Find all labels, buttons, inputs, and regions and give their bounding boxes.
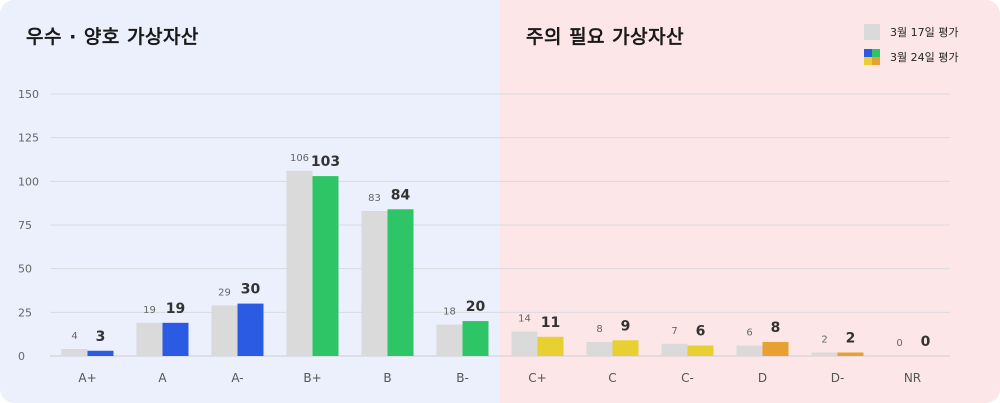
data-label-prev: 19: [143, 305, 156, 316]
legend-item-prev: 3월 17일 평가: [864, 24, 958, 40]
x-tick-label: C-: [681, 371, 694, 385]
bar-curr: [87, 350, 114, 356]
data-label-prev: 4: [71, 331, 77, 342]
x-tick-label: A+: [78, 371, 96, 385]
data-label-curr: 30: [241, 282, 261, 298]
data-label-curr: 9: [621, 318, 631, 334]
x-tick-label: D-: [831, 371, 845, 385]
caution-zone-background: [500, 0, 1000, 403]
bar-curr: [237, 303, 264, 356]
bar-prev: [211, 305, 238, 356]
bar-curr: [762, 342, 789, 356]
x-tick-label: B-: [456, 371, 469, 385]
bar-curr: [612, 340, 639, 356]
y-tick-label: 0: [18, 350, 25, 363]
data-label-prev: 29: [218, 287, 231, 298]
bar-curr: [162, 322, 189, 356]
data-label-prev: 0: [896, 338, 902, 349]
data-label-curr: 84: [391, 187, 411, 203]
x-tick-label: D: [758, 371, 767, 385]
y-tick-label: 50: [18, 263, 32, 276]
bar-prev: [436, 324, 463, 356]
bar-prev: [661, 343, 688, 356]
bar-prev: [61, 349, 88, 356]
bar-prev: [511, 331, 538, 356]
x-tick-label: B: [383, 371, 391, 385]
data-label-prev: 6: [746, 328, 752, 339]
bar-curr: [837, 352, 864, 356]
bar-curr: [312, 176, 339, 356]
bar-prev: [136, 322, 163, 356]
y-tick-label: 75: [18, 219, 32, 232]
x-tick-label: A-: [231, 371, 243, 385]
bar-curr: [537, 336, 564, 356]
data-label-curr: 0: [921, 334, 931, 350]
good-zone-title: 우수 · 양호 가상자산: [26, 26, 199, 48]
data-label-curr: 20: [466, 299, 486, 315]
data-label-curr: 6: [696, 324, 706, 340]
data-label-prev: 2: [821, 335, 827, 346]
x-tick-label: C: [608, 371, 616, 385]
legend-swatch-prev: [864, 24, 880, 40]
data-label-curr: 3: [96, 329, 106, 345]
data-label-curr: 2: [846, 331, 856, 347]
bar-curr: [687, 345, 714, 356]
data-label-curr: 8: [771, 320, 781, 336]
x-tick-label: NR: [904, 371, 921, 385]
bar-curr: [387, 209, 414, 356]
y-tick-label: 125: [18, 132, 39, 145]
x-tick-label: B+: [303, 371, 321, 385]
x-tick-label: C+: [528, 371, 546, 385]
data-label-prev: 18: [443, 307, 456, 318]
data-label-prev: 14: [518, 314, 531, 325]
y-tick-label: 25: [18, 306, 32, 319]
caution-zone-title: 주의 필요 가상자산: [526, 26, 685, 48]
bar-prev: [286, 170, 313, 356]
legend-label-prev: 3월 17일 평가: [890, 26, 959, 39]
bar-prev: [811, 352, 838, 356]
bar-curr: [462, 321, 489, 356]
data-label-curr: 103: [311, 154, 340, 170]
data-label-prev: 83: [368, 193, 381, 204]
data-label-prev: 106: [290, 153, 309, 164]
x-tick-label: A: [158, 371, 167, 385]
data-label-curr: 19: [166, 301, 185, 317]
chart-legend: 3월 17일 평가 3월 24일 평가: [864, 24, 958, 74]
data-label-prev: 8: [596, 324, 602, 335]
data-label-curr: 11: [541, 315, 560, 331]
legend-item-curr: 3월 24일 평가: [864, 49, 958, 65]
y-tick-label: 150: [18, 88, 39, 101]
data-label-prev: 7: [671, 326, 677, 337]
legend-swatch-curr: [864, 49, 880, 65]
y-tick-label: 100: [18, 175, 39, 188]
bar-prev: [361, 211, 388, 356]
legend-label-curr: 3월 24일 평가: [890, 51, 959, 64]
bar-prev: [586, 342, 613, 356]
bar-prev: [736, 345, 763, 356]
